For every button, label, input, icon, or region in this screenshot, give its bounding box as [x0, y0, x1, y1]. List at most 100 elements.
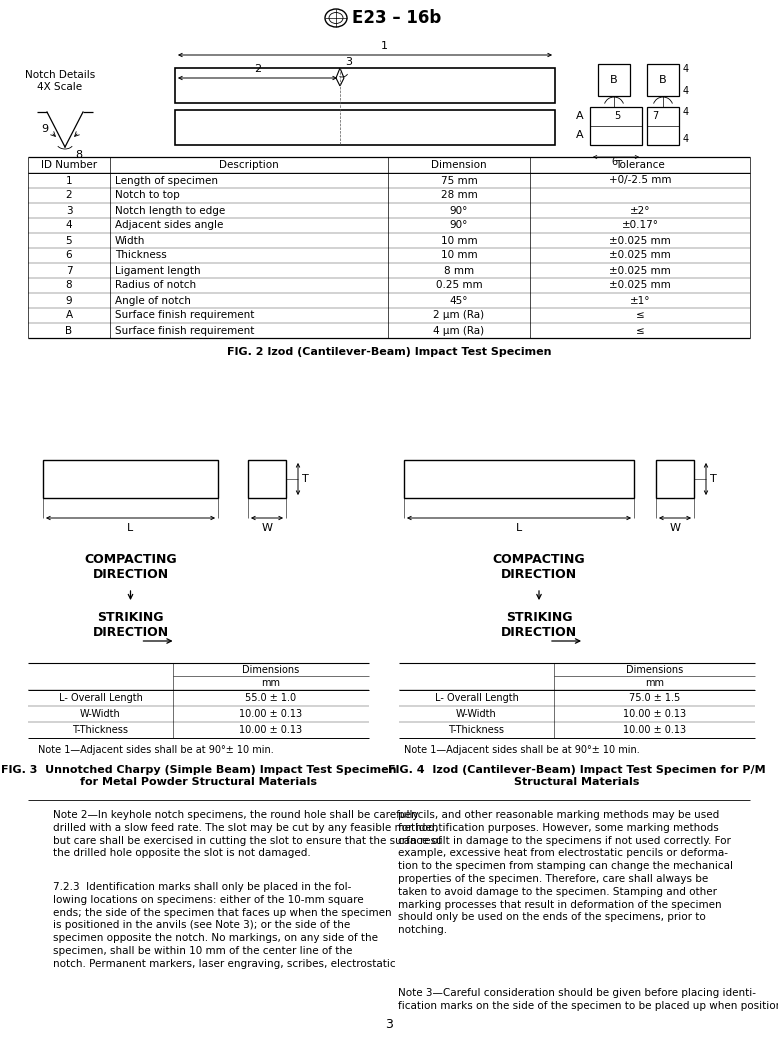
Text: Thickness: Thickness — [115, 251, 166, 260]
Text: 10.00 ± 0.13: 10.00 ± 0.13 — [240, 725, 303, 735]
Text: 0.25 mm: 0.25 mm — [436, 280, 482, 290]
Text: 3: 3 — [65, 205, 72, 215]
Text: ±1°: ±1° — [629, 296, 650, 305]
Text: mm: mm — [261, 678, 281, 688]
Text: Note 3—Careful consideration should be given before placing identi-
fication mar: Note 3—Careful consideration should be g… — [398, 988, 778, 1011]
Text: mm: mm — [645, 678, 664, 688]
Text: ≤: ≤ — [636, 310, 644, 321]
Text: ±0.17°: ±0.17° — [622, 221, 658, 230]
Text: FIG. 3  Unnotched Charpy (Simple Beam) Impact Test Specimen
for Metal Powder Str: FIG. 3 Unnotched Charpy (Simple Beam) Im… — [1, 765, 396, 787]
Text: 4: 4 — [683, 64, 689, 74]
Text: 3: 3 — [345, 57, 352, 67]
Text: 5: 5 — [614, 111, 620, 121]
Bar — [647, 64, 679, 96]
Text: 10.00 ± 0.13: 10.00 ± 0.13 — [623, 725, 686, 735]
Text: Length of specimen: Length of specimen — [115, 176, 218, 185]
Text: ±0.025 mm: ±0.025 mm — [609, 280, 671, 290]
Text: Adjacent sides angle: Adjacent sides angle — [115, 221, 223, 230]
Text: 2: 2 — [254, 64, 261, 74]
Bar — [647, 107, 679, 145]
Text: ID Number: ID Number — [41, 160, 97, 170]
Text: 4: 4 — [683, 134, 689, 144]
Text: 10 mm: 10 mm — [440, 251, 478, 260]
Text: FIG. 2 Izod (Cantilever-Beam) Impact Test Specimen: FIG. 2 Izod (Cantilever-Beam) Impact Tes… — [226, 347, 552, 357]
Text: Note 2—In keyhole notch specimens, the round hole shall be carefully
drilled wit: Note 2—In keyhole notch specimens, the r… — [53, 810, 442, 859]
Text: 7: 7 — [65, 265, 72, 276]
Text: STRIKING
DIRECTION: STRIKING DIRECTION — [93, 611, 169, 639]
Text: Notch to top: Notch to top — [115, 191, 180, 201]
Text: Note 1—Adjacent sides shall be at 90°± 10 min.: Note 1—Adjacent sides shall be at 90°± 1… — [38, 745, 274, 755]
Text: 2: 2 — [65, 191, 72, 201]
Text: 9: 9 — [65, 296, 72, 305]
Text: Surface finish requirement: Surface finish requirement — [115, 310, 254, 321]
Text: Tolerance: Tolerance — [615, 160, 665, 170]
Text: W: W — [261, 523, 272, 533]
Text: 55.0 ± 1.0: 55.0 ± 1.0 — [245, 693, 296, 703]
Text: Surface finish requirement: Surface finish requirement — [115, 326, 254, 335]
Text: 6: 6 — [611, 157, 617, 167]
Text: L: L — [128, 523, 134, 533]
Text: L: L — [516, 523, 522, 533]
Text: L- Overall Length: L- Overall Length — [435, 693, 518, 703]
Bar — [656, 460, 694, 498]
Text: COMPACTING
DIRECTION: COMPACTING DIRECTION — [492, 553, 585, 581]
Text: Ligament length: Ligament length — [115, 265, 201, 276]
Text: B: B — [65, 326, 72, 335]
Text: A: A — [576, 111, 584, 121]
Bar — [248, 460, 286, 498]
Text: 4: 4 — [65, 221, 72, 230]
Text: Width: Width — [115, 235, 145, 246]
Text: 2 μm (Ra): 2 μm (Ra) — [433, 310, 485, 321]
Bar — [590, 107, 642, 145]
Text: 28 mm: 28 mm — [440, 191, 478, 201]
Bar — [175, 68, 555, 103]
Text: 10.00 ± 0.13: 10.00 ± 0.13 — [623, 709, 686, 719]
Text: T: T — [302, 474, 309, 484]
Text: B: B — [610, 75, 618, 85]
Text: 5: 5 — [65, 235, 72, 246]
Text: 8 mm: 8 mm — [444, 265, 474, 276]
Text: 3: 3 — [385, 1018, 393, 1032]
Text: E23 – 16b: E23 – 16b — [352, 9, 441, 27]
Text: 10 mm: 10 mm — [440, 235, 478, 246]
Text: pencils, and other reasonable marking methods may be used
for identification pur: pencils, and other reasonable marking me… — [398, 810, 733, 935]
Text: COMPACTING
DIRECTION: COMPACTING DIRECTION — [84, 553, 177, 581]
Text: Note 1—Adjacent sides shall be at 90°± 10 min.: Note 1—Adjacent sides shall be at 90°± 1… — [404, 745, 640, 755]
Text: Radius of notch: Radius of notch — [115, 280, 196, 290]
Text: Dimensions: Dimensions — [626, 665, 683, 675]
Bar — [404, 460, 634, 498]
Text: ±0.025 mm: ±0.025 mm — [609, 235, 671, 246]
Text: ±0.025 mm: ±0.025 mm — [609, 251, 671, 260]
Text: B: B — [659, 75, 667, 85]
Text: 75 mm: 75 mm — [440, 176, 478, 185]
Text: ±2°: ±2° — [629, 205, 650, 215]
Text: A: A — [576, 130, 584, 139]
Text: 4: 4 — [683, 86, 689, 96]
Text: +0/-2.5 mm: +0/-2.5 mm — [608, 176, 671, 185]
Text: L- Overall Length: L- Overall Length — [58, 693, 142, 703]
Text: W-Width: W-Width — [80, 709, 121, 719]
Text: 90°: 90° — [450, 221, 468, 230]
Text: A: A — [65, 310, 72, 321]
Text: Dimension: Dimension — [431, 160, 487, 170]
Bar — [598, 64, 630, 96]
Text: 10.00 ± 0.13: 10.00 ± 0.13 — [240, 709, 303, 719]
Text: 45°: 45° — [450, 296, 468, 305]
Text: 90°: 90° — [450, 205, 468, 215]
Text: Notch Details
4X Scale: Notch Details 4X Scale — [25, 70, 95, 92]
Text: 1: 1 — [65, 176, 72, 185]
Text: 4: 4 — [683, 107, 689, 117]
Text: Angle of notch: Angle of notch — [115, 296, 191, 305]
Text: 4 μm (Ra): 4 μm (Ra) — [433, 326, 485, 335]
Text: 7.2.3  Identification marks shall only be placed in the fol-
lowing locations on: 7.2.3 Identification marks shall only be… — [53, 882, 396, 969]
Text: FIG. 4  Izod (Cantilever-Beam) Impact Test Specimen for P/M
Structural Materials: FIG. 4 Izod (Cantilever-Beam) Impact Tes… — [388, 765, 766, 787]
Text: W: W — [670, 523, 681, 533]
Text: ≤: ≤ — [636, 326, 644, 335]
Text: 9: 9 — [41, 124, 48, 134]
Text: 75.0 ± 1.5: 75.0 ± 1.5 — [629, 693, 680, 703]
Bar — [175, 110, 555, 145]
Text: 8: 8 — [65, 280, 72, 290]
Bar — [43, 460, 218, 498]
Text: T: T — [710, 474, 717, 484]
Text: T-Thickness: T-Thickness — [72, 725, 128, 735]
